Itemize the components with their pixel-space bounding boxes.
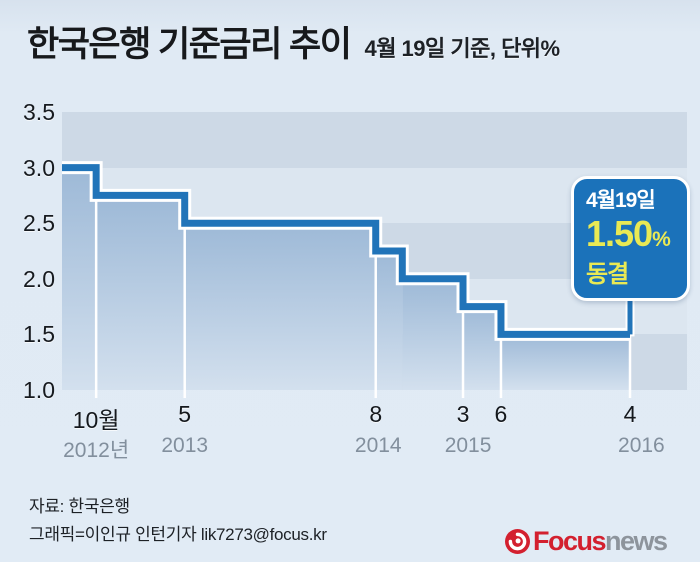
callout-percent-sign: % [652, 228, 671, 251]
focus-swirl-icon [505, 529, 530, 554]
callout-status-label: 동결 [586, 261, 629, 288]
header: 한국은행 기준금리 추이 4월 19일 기준, 단위% [27, 16, 560, 67]
logo-focus-text: Focus [533, 526, 607, 556]
page-subtitle: 4월 19일 기준, 단위% [364, 36, 560, 61]
credit-note: 그래픽=이인규 인턴기자 lik7273@focus.kr [29, 525, 327, 544]
x-axis-month-label: 4 [623, 401, 637, 427]
x-axis-year-label: 2016 [618, 434, 665, 457]
callout-date-label: 4월19일 [586, 189, 656, 212]
grid-band [62, 112, 687, 168]
y-axis-label: 1.5 [23, 321, 55, 348]
rate-callout: 4월19일 1.50% 동결 [571, 176, 690, 301]
area-segment [96, 195, 185, 390]
source-note: 자료: 한국은행 [29, 497, 130, 516]
rate-step-line [62, 164, 630, 338]
area-segment [500, 334, 630, 390]
y-axis-label: 2.5 [23, 210, 55, 237]
x-axis-month-label: 8 [369, 401, 383, 427]
area-segment [402, 278, 464, 390]
callout-rate-number: 1.50 [586, 213, 653, 254]
x-axis-year-label: 2012년 [63, 439, 130, 462]
logo-news-text: news [605, 526, 668, 556]
x-axis-year-label: 2013 [161, 434, 209, 457]
page-title: 한국은행 기준금리 추이 [27, 25, 352, 64]
callout-rate-value: 1.50% [586, 214, 687, 260]
area-segment [184, 223, 376, 390]
y-axis-label: 3.5 [23, 99, 55, 125]
x-axis-year-label: 2014 [354, 434, 402, 457]
y-axis-label: 2.0 [23, 265, 55, 292]
x-axis-month-label: 5 [178, 401, 192, 427]
x-axis-month-label: 10월 [72, 407, 120, 433]
focus-news-logo: Focus news [505, 526, 668, 557]
x-axis-month-label: 6 [494, 401, 508, 427]
area-segment [62, 167, 97, 390]
x-axis-month-label: 3 [456, 401, 470, 427]
y-axis-label: 3.0 [23, 154, 55, 181]
x-axis-year-label: 2015 [444, 434, 492, 457]
y-axis-label: 1.0 [23, 377, 55, 403]
